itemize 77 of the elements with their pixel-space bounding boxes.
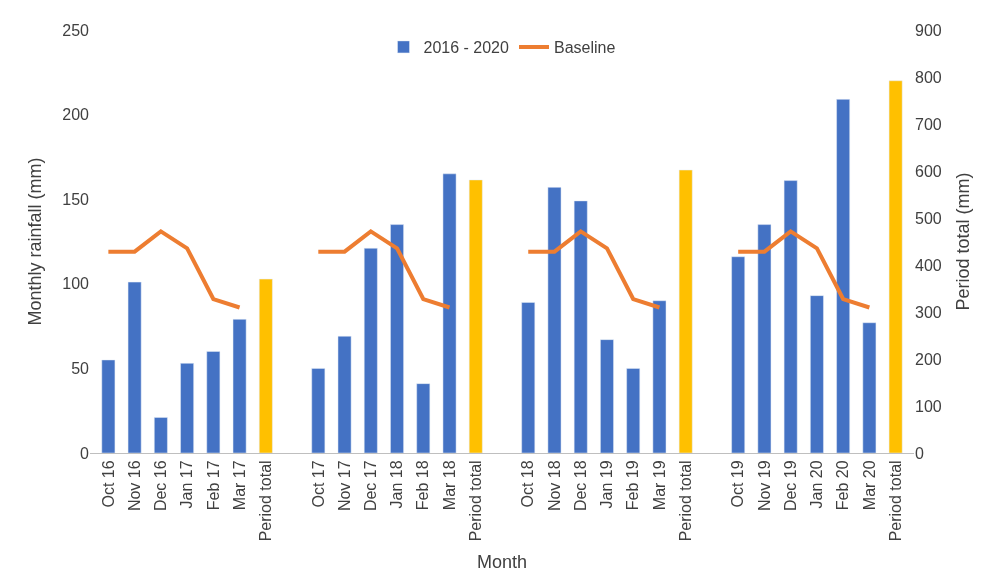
y-tick-label: 50 (71, 360, 90, 377)
legend-label: 2016 - 2020 (423, 39, 510, 57)
bar (101, 359, 116, 453)
bar (810, 295, 824, 453)
x-tick-label: Oct 16 (99, 460, 117, 508)
x-tick-label: Nov 18 (545, 460, 563, 512)
x-axis-title: Month (476, 552, 528, 573)
y-tick-label: 200 (62, 106, 90, 124)
bar (127, 281, 142, 453)
x-tick-label: Jan 17 (178, 460, 196, 509)
y-tick-label: 0 (80, 444, 90, 462)
x-tick-label: Dec 18 (571, 460, 589, 512)
x-tick-label: Oct 19 (729, 460, 747, 508)
bar (731, 256, 745, 453)
x-tick-label: Period total (257, 460, 275, 542)
bar (259, 278, 273, 453)
y2-tick-label: 200 (915, 350, 942, 368)
x-tick-label: Jan 19 (598, 460, 616, 509)
x-tick-label: Mar 17 (230, 460, 248, 511)
x-tick-label: Dec 19 (781, 460, 799, 512)
x-tick-label: Oct 18 (519, 460, 537, 508)
bar (652, 300, 667, 453)
bar (206, 351, 221, 453)
bar (836, 99, 850, 453)
x-tick-label: Feb 19 (624, 460, 642, 511)
bar (337, 336, 352, 453)
x-tick-label: Feb 20 (834, 460, 852, 511)
x-tick-label: Feb 17 (204, 460, 222, 511)
y2-axis-title: Period total (mm) (952, 172, 973, 311)
bar (783, 180, 798, 453)
y-axis-title: Monthly rainfall (mm) (25, 157, 46, 326)
y-tick-label: 250 (62, 21, 90, 39)
bar (180, 363, 194, 453)
bar (888, 80, 903, 453)
x-tick-label: Jan 18 (388, 460, 406, 509)
y2-tick-label: 300 (915, 303, 942, 321)
bar (390, 224, 404, 453)
y2-tick-label: 400 (915, 256, 942, 274)
x-tick-label: Dec 16 (152, 460, 170, 512)
x-tick-label: Period total (886, 460, 904, 542)
x-tick-label: Mar 20 (860, 460, 878, 511)
bar (521, 302, 536, 453)
x-tick-label: Period total (466, 460, 484, 542)
bar (862, 322, 877, 453)
x-tick-label: Mar 18 (440, 460, 458, 511)
bar (573, 200, 588, 453)
bar (416, 383, 431, 453)
bar (363, 248, 378, 453)
bar (468, 179, 483, 453)
bar (678, 169, 693, 453)
bar (154, 417, 168, 453)
bar (547, 187, 562, 453)
x-tick-label: Nov 17 (335, 460, 353, 512)
y-tick-label: 150 (62, 190, 90, 208)
x-tick-label: Oct 17 (309, 460, 327, 508)
x-tick-label: Jan 20 (808, 460, 826, 509)
x-tick-label: Dec 17 (361, 460, 379, 512)
x-tick-label: Nov 16 (125, 460, 143, 512)
legend-label: Baseline (554, 39, 616, 57)
bar (600, 339, 614, 453)
x-tick-label: Nov 19 (755, 460, 773, 512)
y-tick-label: 100 (62, 275, 90, 293)
bar (232, 319, 247, 453)
y2-tick-label: 800 (915, 68, 942, 86)
y2-tick-label: 0 (915, 444, 924, 462)
y2-tick-label: 900 (915, 21, 942, 39)
y2-tick-label: 500 (915, 209, 942, 227)
x-tick-label: Mar 19 (650, 460, 668, 511)
bar (757, 224, 772, 453)
x-tick-label: Period total (676, 460, 694, 542)
y2-tick-label: 600 (915, 162, 942, 180)
bar (626, 368, 641, 453)
x-tick-label: Feb 18 (414, 460, 432, 511)
y2-tick-label: 700 (915, 115, 942, 133)
y2-tick-label: 100 (915, 397, 942, 415)
bar (311, 368, 326, 453)
bar (442, 173, 457, 453)
